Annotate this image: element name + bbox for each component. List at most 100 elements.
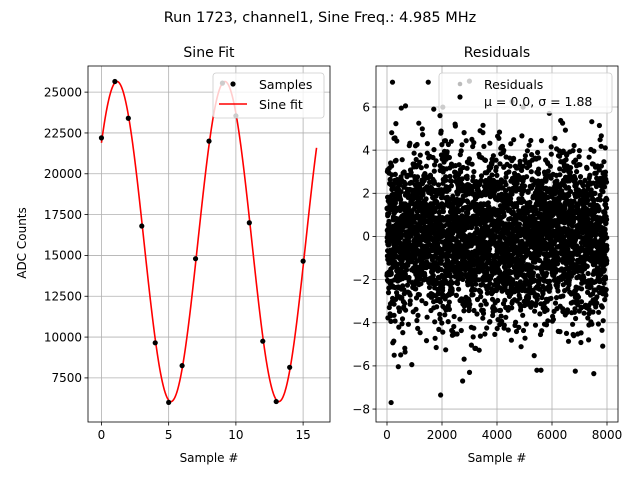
residual-point bbox=[470, 143, 476, 150]
residual-point bbox=[557, 153, 563, 159]
residual-point bbox=[603, 205, 610, 211]
residual-point bbox=[513, 328, 520, 335]
residual-outlier-point bbox=[460, 378, 466, 384]
residual-point bbox=[489, 159, 495, 165]
residual-point bbox=[550, 316, 557, 323]
sine-fit-xtick-label: 10 bbox=[228, 428, 243, 442]
residual-point bbox=[437, 299, 443, 305]
residual-point bbox=[525, 188, 531, 194]
residual-point bbox=[437, 311, 443, 317]
residuals-xtick-label: 2000 bbox=[427, 428, 458, 442]
residual-point bbox=[496, 129, 503, 135]
residual-point bbox=[489, 172, 495, 178]
residual-point bbox=[423, 163, 429, 169]
residual-point bbox=[596, 122, 603, 129]
residual-point bbox=[398, 189, 404, 195]
residual-point bbox=[599, 218, 605, 224]
sample-point bbox=[287, 364, 293, 370]
residual-point bbox=[391, 352, 397, 358]
residual-point bbox=[435, 280, 441, 286]
residual-point bbox=[458, 327, 464, 334]
sine-fit-ytick-label: 10000 bbox=[44, 330, 82, 344]
residuals-ytick-label: −6 bbox=[352, 359, 370, 373]
residual-point bbox=[602, 226, 608, 232]
residual-point bbox=[568, 165, 574, 171]
residual-point bbox=[499, 143, 506, 149]
residual-point bbox=[402, 349, 408, 355]
residual-point bbox=[602, 145, 608, 151]
residual-point bbox=[569, 203, 575, 209]
residuals-ytick-label: −2 bbox=[352, 273, 370, 287]
residual-point bbox=[424, 314, 430, 320]
residual-point bbox=[474, 311, 480, 317]
residuals-legend: Residuals μ = 0.0, σ = 1.88 bbox=[438, 72, 613, 114]
residual-outlier-point bbox=[389, 79, 396, 85]
residual-point bbox=[484, 272, 490, 278]
residual-point bbox=[596, 309, 602, 315]
residual-point bbox=[604, 258, 610, 264]
residual-point bbox=[451, 313, 457, 320]
residual-point bbox=[426, 284, 433, 290]
residual-point bbox=[456, 286, 462, 292]
residual-point bbox=[420, 132, 426, 138]
residual-point bbox=[586, 306, 592, 313]
residual-point bbox=[464, 175, 470, 182]
residual-point bbox=[487, 140, 493, 146]
residual-point bbox=[407, 140, 413, 146]
residual-point bbox=[517, 158, 523, 164]
residual-point bbox=[494, 172, 500, 178]
residual-point bbox=[490, 153, 496, 159]
residual-point bbox=[399, 316, 406, 322]
residual-point bbox=[564, 307, 571, 313]
residual-point bbox=[539, 294, 545, 301]
legend-residuals-marker bbox=[457, 81, 463, 87]
residual-point bbox=[459, 142, 465, 148]
residual-point bbox=[588, 187, 594, 193]
residual-point bbox=[402, 300, 408, 306]
residual-point bbox=[537, 311, 543, 317]
residual-point bbox=[430, 154, 436, 161]
residual-point bbox=[434, 304, 440, 310]
residual-point bbox=[574, 169, 580, 175]
residual-point bbox=[603, 179, 610, 185]
residual-point bbox=[589, 321, 595, 327]
sine-fit-ylabel: ADC Counts bbox=[15, 207, 29, 279]
residual-outlier-point bbox=[388, 399, 394, 406]
residual-outlier-point bbox=[534, 367, 540, 373]
residual-point bbox=[508, 141, 514, 147]
residual-point bbox=[398, 234, 404, 240]
residual-point bbox=[431, 180, 438, 186]
residual-point bbox=[578, 299, 585, 305]
residual-point bbox=[520, 163, 526, 169]
residual-point bbox=[446, 187, 452, 193]
residual-point bbox=[600, 189, 606, 195]
residual-point bbox=[578, 339, 584, 346]
residual-point bbox=[518, 344, 524, 350]
residual-point bbox=[396, 308, 403, 314]
residual-point bbox=[424, 141, 430, 147]
residual-point bbox=[409, 362, 415, 368]
residual-point bbox=[440, 329, 446, 335]
residual-point bbox=[399, 157, 405, 163]
residual-point bbox=[413, 306, 419, 312]
residuals-ytick-label: −8 bbox=[352, 402, 370, 416]
residual-point bbox=[464, 165, 470, 171]
residual-point bbox=[413, 286, 419, 292]
residual-point bbox=[528, 137, 534, 144]
residual-point bbox=[399, 321, 405, 327]
residual-point bbox=[575, 294, 582, 300]
residual-point bbox=[602, 169, 609, 175]
residual-point bbox=[603, 292, 609, 298]
residual-point bbox=[414, 174, 421, 180]
residual-point bbox=[516, 221, 523, 227]
residual-point bbox=[419, 298, 425, 304]
residual-point bbox=[570, 256, 576, 263]
residual-point bbox=[546, 278, 553, 284]
residual-point bbox=[533, 300, 539, 307]
residual-point bbox=[602, 231, 609, 237]
residual-point bbox=[548, 295, 554, 301]
residual-point bbox=[444, 149, 450, 155]
sample-point bbox=[166, 399, 172, 406]
residuals-ytick-label: 2 bbox=[362, 187, 370, 201]
residual-point bbox=[602, 276, 609, 282]
